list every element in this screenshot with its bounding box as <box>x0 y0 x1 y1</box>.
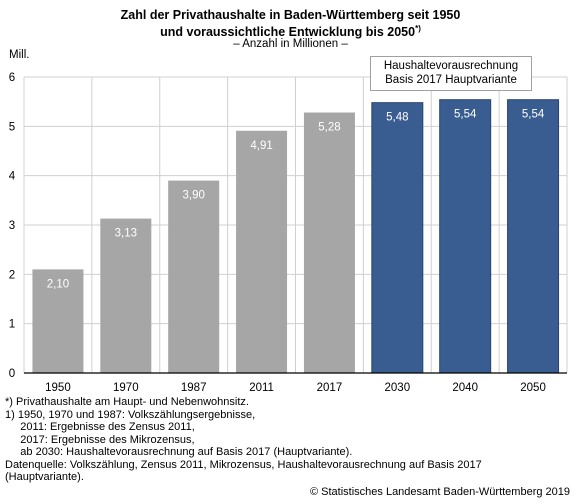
y-tick-label: 6 <box>9 72 15 84</box>
bar-chart: 0 1 2 3 4 5 6 2,10 1950 3,13 1970 3,90 1987 4,91 2011 5… <box>9 72 568 394</box>
y-tick-label: 3 <box>9 220 15 232</box>
legend-line2: Basis 2017 Hauptvariante <box>385 73 517 86</box>
y-tick-label: 2 <box>9 269 15 281</box>
copyright-text: © Statistisches Landesamt Baden-Württemb… <box>309 486 570 498</box>
bar-2050 <box>507 99 560 374</box>
y-tick-label: 1 <box>9 319 15 331</box>
x-tick-label-1970: 1970 <box>113 382 139 394</box>
y-tick-label: 4 <box>9 171 16 183</box>
footnote-line: ab 2030: Haushaltevorausrechnung auf Bas… <box>5 446 353 458</box>
legend-projection: Haushaltevorausrechnung Basis 2017 Haupt… <box>370 56 532 91</box>
y-tick-label: 5 <box>9 121 15 133</box>
bar-2040 <box>439 99 492 374</box>
bar-1970 <box>100 218 152 373</box>
footnote-line: 2011: Ergebnisse des Zensus 2011, <box>5 421 195 433</box>
chart-title-line2: und voraussichtliche Entwicklung bis 205… <box>0 22 581 39</box>
footnote-line: *) Privathaushalte am Haupt- und Nebenwo… <box>5 396 249 408</box>
data-label-2040: 5,54 <box>454 109 477 121</box>
footnote-line: Datenquelle: Volkszählung, Zensus 2011, … <box>5 458 482 471</box>
x-tick-label-2017: 2017 <box>317 382 343 394</box>
footnote-line: 2017: Ergebnisse des Mikrozensus, <box>5 433 195 446</box>
footnotes: *) Privathaushalte am Haupt- und Nebenwo… <box>5 396 575 484</box>
y-tick-label: 0 <box>9 368 15 380</box>
y-axis-unit-label: Mill. <box>9 49 30 61</box>
x-tick-label-2011: 2011 <box>249 382 274 394</box>
legend-line1: Haushaltevorausrechnung <box>383 60 519 72</box>
bar-2030 <box>371 102 424 374</box>
data-label-1970: 3,13 <box>115 228 137 240</box>
data-label-1987: 3,90 <box>182 190 204 202</box>
bar-2017 <box>303 112 355 374</box>
chart-title: Zahl der Privathaushalte in Baden-Württe… <box>0 8 581 39</box>
data-label-2011: 4,91 <box>250 140 272 152</box>
x-tick-label-2050: 2050 <box>520 382 546 394</box>
chart-title-line2-text: und voraussichtliche Entwicklung bis 205… <box>160 25 416 40</box>
x-tick-label-1950: 1950 <box>45 382 71 394</box>
x-tick-label-2030: 2030 <box>385 382 411 394</box>
title-footnote-mark: *) <box>415 24 421 33</box>
data-label-2030: 5,48 <box>386 112 408 124</box>
data-label-2050: 5,54 <box>522 109 545 121</box>
bar-1950 <box>32 269 84 373</box>
chart-title-line1: Zahl der Privathaushalte in Baden-Württe… <box>120 8 461 22</box>
x-tick-label-2040: 2040 <box>452 382 478 394</box>
footnote-line: 1) 1950, 1970 und 1987: Volkszählungserg… <box>5 408 256 421</box>
data-label-2017: 5,28 <box>318 122 340 134</box>
footnote-line: (Hauptvariante). <box>5 471 84 483</box>
data-label-1950: 2,10 <box>47 278 69 290</box>
bar-1987 <box>168 180 220 373</box>
bar-2011 <box>236 130 288 373</box>
chart-subtitle: – Anzahl in Millionen – <box>233 38 348 50</box>
x-tick-label-1987: 1987 <box>181 382 207 394</box>
